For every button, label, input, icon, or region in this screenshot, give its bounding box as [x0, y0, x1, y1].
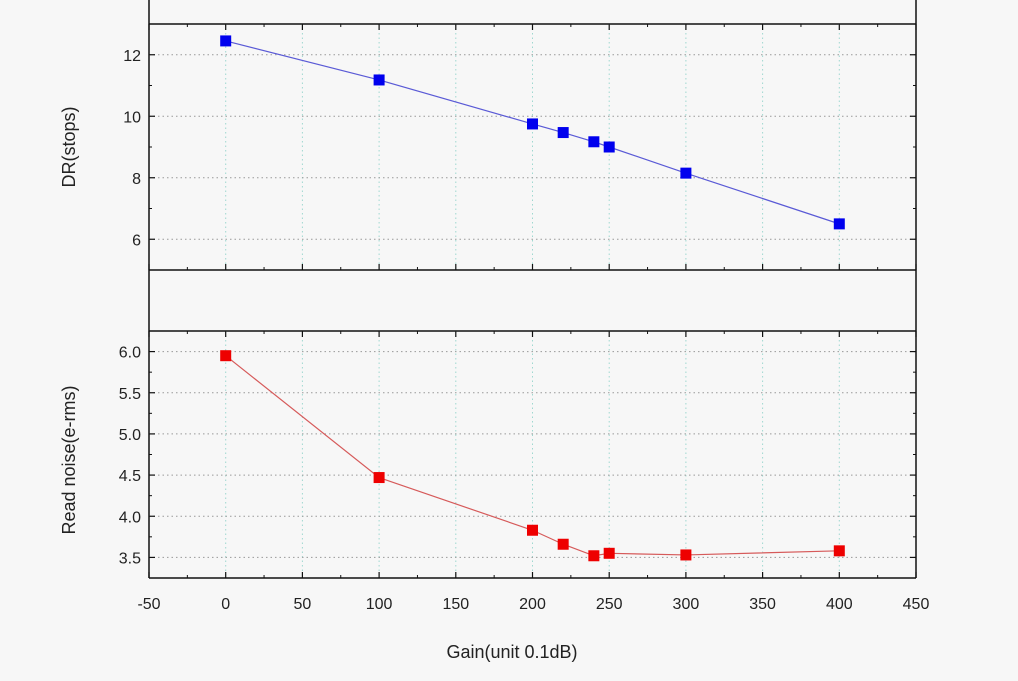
- noise-y-tick-label: 5.0: [119, 427, 141, 444]
- dr-data-point: [220, 35, 232, 47]
- noise-data-point: [220, 350, 232, 362]
- noise-y-tick-label: 5.5: [119, 386, 141, 403]
- noise-data-point: [680, 549, 692, 561]
- dr-y-tick-label: 6: [132, 232, 141, 249]
- noise-x-tick-label: 450: [903, 596, 930, 613]
- read-noise-y-axis-title: Read noise(e-rms): [59, 385, 79, 534]
- dr-data-point: [588, 136, 600, 148]
- dr-data-point: [833, 218, 845, 230]
- dr-y-tick-label: 8: [132, 171, 141, 188]
- noise-y-tick-label: 4.0: [119, 509, 141, 526]
- noise-x-tick-label: 250: [596, 596, 623, 613]
- noise-data-point: [527, 524, 538, 536]
- noise-series-line: [225, 355, 840, 557]
- x-axis-title: Gain(unit 0.1dB): [446, 642, 577, 662]
- noise-y-tick-label: 3.5: [119, 550, 141, 567]
- dr-panel: 6 8 10 12: [123, 23, 917, 271]
- dr-data-point: [603, 141, 615, 153]
- noise-x-tick-label: 50: [294, 596, 312, 613]
- frame-layer: [148, 0, 917, 578]
- dr-series-line: [225, 40, 840, 225]
- noise-y-tick-label: 4.5: [119, 468, 141, 485]
- read-noise-panel: 3.5 4.0 4.5 5.0 5.5 6.0 -50 0 50 100 150 200 250 300 3…: [119, 330, 930, 613]
- noise-x-tick-label: 400: [826, 596, 853, 613]
- noise-y-tick-label: 6.0: [119, 345, 141, 362]
- dr-data-point: [680, 167, 692, 179]
- dr-data-point: [373, 74, 385, 86]
- noise-data-point: [373, 472, 385, 484]
- noise-data-point: [588, 550, 600, 562]
- noise-x-tick-label: 200: [519, 596, 546, 613]
- noise-x-tick-label: 300: [673, 596, 700, 613]
- dr-y-tick-label: 12: [123, 48, 141, 65]
- noise-x-tick-label: 350: [749, 596, 776, 613]
- dr-y-axis-title: DR(stops): [59, 106, 79, 187]
- dr-data-point: [527, 118, 538, 130]
- noise-x-tick-label: -50: [137, 596, 160, 613]
- noise-data-point: [557, 538, 569, 550]
- dr-data-point: [557, 127, 569, 139]
- noise-x-tick-label: 100: [366, 596, 393, 613]
- noise-x-tick-label: 150: [442, 596, 469, 613]
- noise-x-tick-label: 0: [221, 596, 230, 613]
- dr-y-tick-label: 10: [123, 109, 141, 126]
- noise-data-point: [603, 547, 615, 559]
- noise-data-point: [833, 545, 845, 557]
